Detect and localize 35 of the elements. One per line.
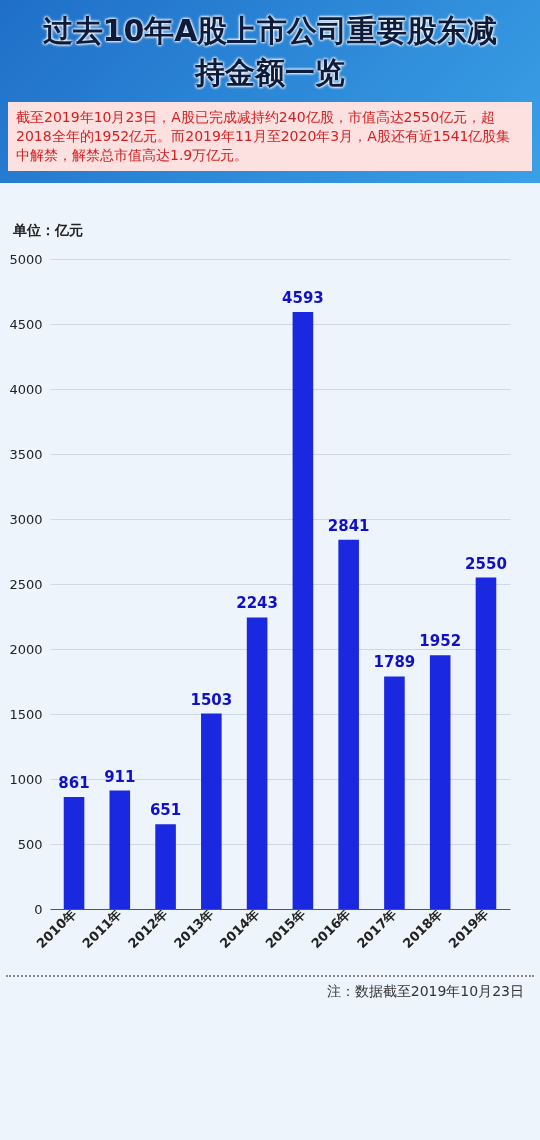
- data-label: 1789: [373, 653, 416, 672]
- y-axis-title: 单位：亿元: [11, 221, 83, 238]
- chart-title: 过去10年A股上市公司重要股东减持金额一览: [41, 12, 499, 92]
- data-label: 861: [58, 774, 90, 793]
- bar: [338, 539, 359, 909]
- y-tick-label: 2500: [9, 576, 43, 592]
- bar: [384, 676, 405, 909]
- bar: [201, 713, 222, 909]
- y-tick-label: 1500: [9, 706, 43, 722]
- y-tick-label: 4000: [9, 381, 43, 397]
- bar: [429, 655, 451, 909]
- y-tick-label: 1000: [9, 771, 43, 787]
- text: 注：数据截至2019年10月23日: [326, 983, 524, 1001]
- data-label: 2841: [327, 516, 370, 535]
- y-tick-label: 5000: [9, 251, 43, 267]
- y-tick-label: 0: [34, 901, 43, 917]
- chart-subtitle: 截至2019年10月23日，A股已完成减持约240亿股，市值高达2550亿元，超2018全年的1952亿元。而2019年11月至2020年3月，A股还有近1541亿股集中解禁，解禁总市值高达1.9万亿元。: [8, 102, 532, 171]
- data-label: 4593: [282, 288, 324, 307]
- bar: [63, 797, 85, 909]
- data-label: 1952: [419, 632, 462, 651]
- y-tick-label: 4500: [9, 316, 43, 332]
- data-label: 911: [104, 767, 136, 786]
- data-label: 1503: [190, 690, 233, 709]
- bar: [246, 617, 268, 909]
- bar: [155, 824, 176, 909]
- y-tick-label: 500: [17, 836, 43, 852]
- data-label: 651: [149, 801, 182, 820]
- bar: [475, 577, 497, 909]
- bar: [109, 790, 131, 909]
- data-label: 2550: [465, 554, 507, 573]
- y-tick-label: 3500: [9, 446, 43, 462]
- y-tick-label: 2000: [9, 641, 43, 657]
- bar: [292, 311, 314, 909]
- data-label: 2243: [236, 594, 278, 613]
- y-tick-label: 3000: [9, 511, 43, 527]
